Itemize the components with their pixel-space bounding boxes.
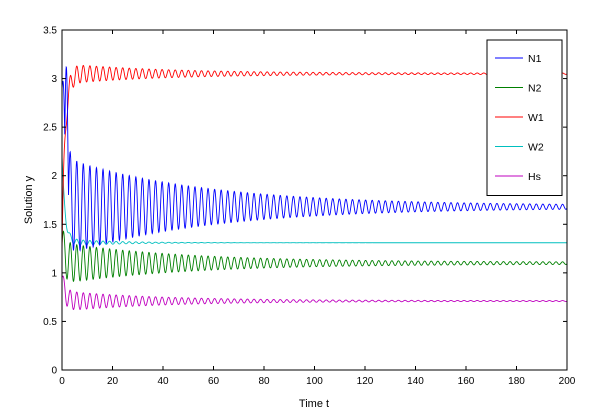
x-tick-label: 140 [407,376,424,387]
axes-layer: 0 20 40 60 80 100 120 140 160 180 200 0 0.5 1 1.5 2 2.5 3… [43,26,576,388]
legend-label-hs: Hs [528,171,541,183]
x-tick-label: 160 [458,376,475,387]
y-tick-label: 0 [51,366,57,377]
y-tick-label: 3.5 [43,26,57,37]
legend: N1 N2 W1 W2 Hs [486,39,563,196]
x-axis-label: Time t [299,398,329,410]
x-tick-label: 120 [357,376,374,387]
series-line-w1 [61,64,568,254]
y-tick-label: 2.5 [43,123,57,134]
y-tick-label: 2 [51,171,57,182]
series-line-n2 [61,230,568,282]
y-axis-label: Solution y [23,175,35,224]
legend-box [486,39,563,196]
series-line-hs [61,275,568,311]
y-tick-label: 0.5 [43,317,57,328]
legend-label-w2: W2 [528,142,544,154]
x-tick-label: 100 [306,376,323,387]
x-tick-label: 20 [107,376,119,387]
y-tick-label: 1.5 [43,220,57,231]
series-line-w2 [61,156,567,246]
legend-label-w1: W1 [528,112,544,124]
x-tick-label: 60 [208,376,220,387]
x-tick-label: 40 [157,376,169,387]
x-tick-label: 200 [559,376,576,387]
y-tick-label: 3 [51,74,57,85]
series-layer [61,64,568,311]
legend-label-n2: N2 [528,83,542,95]
x-tick-label: 0 [59,376,65,387]
x-tick-label: 180 [508,376,525,387]
legend-label-n1: N1 [528,53,542,65]
y-tick-label: 1 [51,268,57,279]
series-line-n1 [61,65,568,252]
x-tick-label: 80 [258,376,270,387]
